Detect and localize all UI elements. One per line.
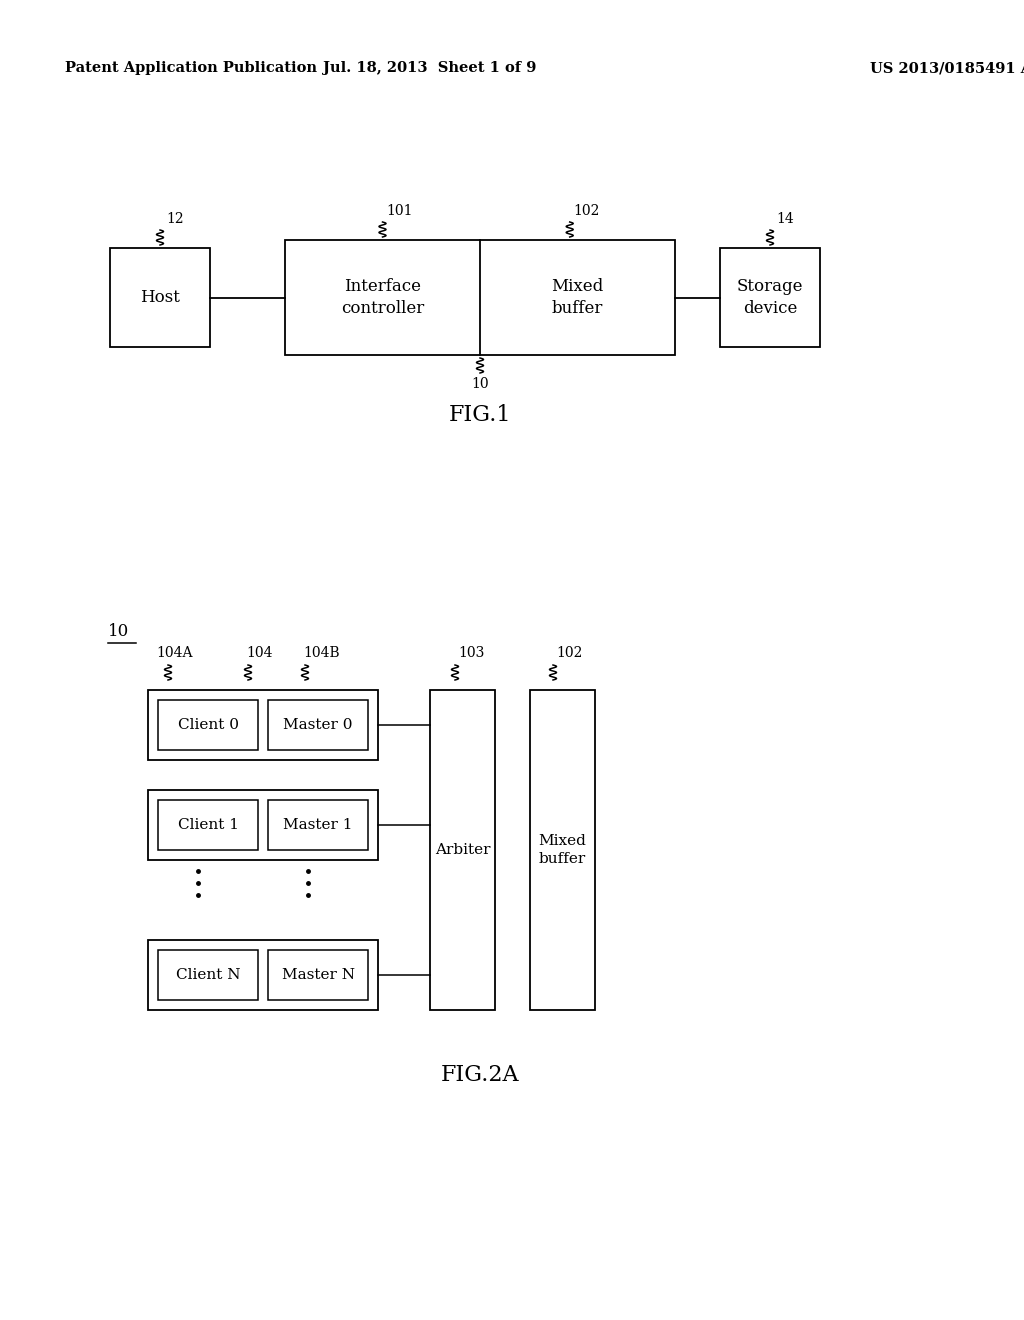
Bar	[110, 248, 210, 347]
Text: 104B: 104B	[303, 645, 340, 660]
Text: 10: 10	[471, 378, 488, 391]
Bar	[268, 700, 368, 750]
Text: 102: 102	[573, 205, 600, 218]
Text: 10: 10	[108, 623, 129, 640]
Bar	[268, 800, 368, 850]
Bar	[158, 700, 258, 750]
Bar	[148, 690, 378, 760]
Text: 14: 14	[776, 213, 794, 226]
Text: Mixed
buffer: Mixed buffer	[539, 834, 587, 866]
Bar	[158, 950, 258, 1001]
Text: Mixed
buffer: Mixed buffer	[551, 279, 603, 317]
Text: Interface
controller: Interface controller	[341, 279, 424, 317]
Text: Patent Application Publication: Patent Application Publication	[65, 61, 317, 75]
Bar	[148, 940, 378, 1010]
Text: FIG.1: FIG.1	[449, 404, 511, 426]
Text: 102: 102	[556, 645, 583, 660]
Text: 101: 101	[386, 205, 413, 218]
Bar	[285, 240, 675, 355]
Text: Storage
device: Storage device	[736, 279, 803, 317]
Text: Client 0: Client 0	[177, 718, 239, 733]
Bar	[268, 950, 368, 1001]
Text: Client 1: Client 1	[177, 818, 239, 832]
Bar	[158, 800, 258, 850]
Text: FIG.2A: FIG.2A	[440, 1064, 519, 1086]
Bar	[148, 789, 378, 861]
Text: Client N: Client N	[176, 968, 241, 982]
Bar	[720, 248, 820, 347]
Text: Master 0: Master 0	[284, 718, 352, 733]
Text: Master 1: Master 1	[284, 818, 352, 832]
Text: 12: 12	[166, 213, 183, 226]
Bar	[530, 690, 595, 1010]
Text: Host: Host	[140, 289, 180, 306]
Text: US 2013/0185491 A1: US 2013/0185491 A1	[870, 61, 1024, 75]
Text: 104A: 104A	[156, 645, 193, 660]
Text: 103: 103	[458, 645, 484, 660]
Text: Jul. 18, 2013  Sheet 1 of 9: Jul. 18, 2013 Sheet 1 of 9	[324, 61, 537, 75]
Text: Master N: Master N	[282, 968, 354, 982]
Bar	[430, 690, 495, 1010]
Text: 104: 104	[246, 645, 272, 660]
Text: Arbiter: Arbiter	[435, 843, 490, 857]
